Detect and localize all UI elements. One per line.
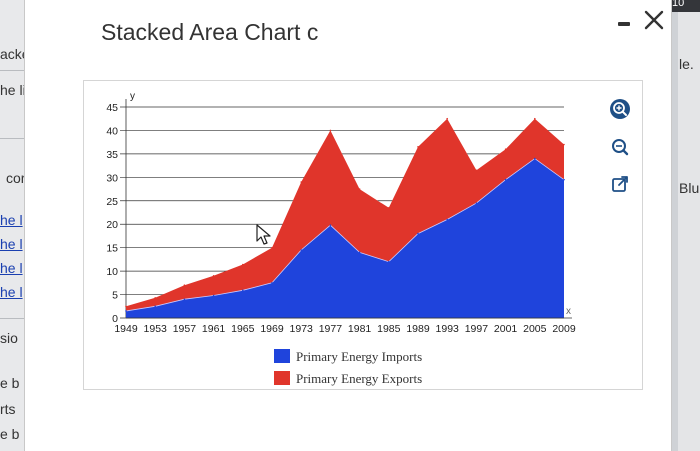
x-tick-label: 2005 [523,323,547,335]
background-text-fragment: he l [0,260,23,276]
y-tick-label: 20 [106,219,118,231]
data-point [154,305,156,308]
legend-swatch [274,371,290,385]
data-point [446,117,449,120]
zoom-in-icon [610,99,630,119]
data-point [183,298,186,301]
data-point [125,305,127,308]
background-text-fragment: e b [0,375,20,391]
mouse-pointer-icon [256,224,271,245]
background-text-fragment: le. [679,56,694,72]
series-boundary-line [125,158,565,312]
area-series-imports [126,158,564,318]
background-text-fragment: e b [0,426,20,442]
data-point [417,232,419,235]
x-tick-label: 1957 [173,323,197,335]
y-tick-label: 5 [112,290,118,302]
background-text-fragment: he l [0,284,23,300]
data-point [417,146,419,148]
y-axis-label: y [130,91,135,102]
data-point [154,297,156,299]
x-tick-label: 1965 [231,323,255,335]
zoom-out-button[interactable] [609,136,631,158]
y-tick-label: 35 [106,149,118,161]
y-tick-label: 15 [106,243,118,255]
y-tick-label: 45 [106,102,118,114]
data-point [300,249,302,251]
background-text-fragment: Blu [679,180,700,196]
x-tick-label: 1973 [290,323,314,335]
data-point [446,218,449,221]
background-window-right: le. Blu [678,0,700,451]
x-tick-label: 1977 [319,323,343,335]
x-tick-label: 1949 [114,323,138,335]
background-text-fragment: he li [0,82,26,98]
legend-label: Primary Energy Exports [296,371,422,386]
data-point [534,117,536,120]
open-in-new-window-icon [612,176,628,192]
x-tick-label: 1997 [465,323,489,335]
y-tick-label: 10 [106,266,118,278]
background-corner: 10 [668,0,700,12]
x-tick-label: 1981 [348,323,372,335]
x-tick-label: 2009 [552,323,576,335]
data-point [212,275,215,277]
y-tick-label: 40 [106,125,118,137]
background-text-fragment: he l [0,212,23,228]
data-point [504,148,507,150]
x-tick-label: 1969 [260,323,284,335]
chart-dialog: Stacked Area Chart c 0 5 10 15 20 25 30 35 40 45 1… [24,0,672,451]
y-tick-label: 25 [106,196,118,208]
data-point [388,207,390,209]
x-tick-label: 1989 [406,323,430,335]
minimize-button[interactable] [616,11,634,33]
zoom-in-button[interactable] [609,98,631,120]
background-corner-text: 10 [672,0,685,9]
area-series-exports [126,118,564,311]
data-point [329,224,332,226]
data-point [563,143,565,146]
legend-swatch [274,349,290,363]
data-point [271,246,273,249]
dialog-title: Stacked Area Chart c [101,19,319,45]
x-axis-label: x [566,306,571,317]
data-point [534,157,536,160]
data-point [271,282,273,284]
background-text-fragment: sio [0,330,18,346]
x-tick-label: 1993 [436,323,460,335]
open-in-new-window-button[interactable] [609,173,631,195]
data-point [125,310,127,312]
stacked-area-chart: 0 5 10 15 20 25 30 35 40 45 1949 1953 1957 1961 1965 19… [106,91,576,386]
chart-frame: 0 5 10 15 20 25 30 35 40 45 1949 1953 1957 1961 1965 19… [83,80,643,390]
background-text-fragment: cor [6,170,26,186]
data-point [358,251,361,254]
zoom-out-icon [612,139,629,156]
data-point [358,188,361,190]
data-point [475,169,478,172]
data-point [563,178,565,181]
y-tick-label: 30 [106,172,118,184]
x-tick-label: 1985 [377,323,401,335]
data-point [504,178,507,181]
data-point [329,129,332,132]
data-point [242,289,244,292]
close-button[interactable] [642,8,666,34]
data-point [242,263,244,266]
close-icon [644,10,664,30]
legend-label: Primary Energy Imports [296,349,422,364]
background-text-fragment: rts [0,401,16,417]
background-text-fragment: acke [0,46,30,62]
x-tick-label: 1953 [144,323,168,335]
data-point [475,202,478,204]
background-text-fragment: he l [0,236,23,252]
data-point [212,294,215,297]
y-tick-label: 0 [112,313,118,325]
x-tick-label: 2001 [494,323,518,335]
data-point [300,181,302,183]
x-tick-label: 1961 [202,323,226,335]
data-point [183,284,186,286]
data-point [388,260,390,263]
